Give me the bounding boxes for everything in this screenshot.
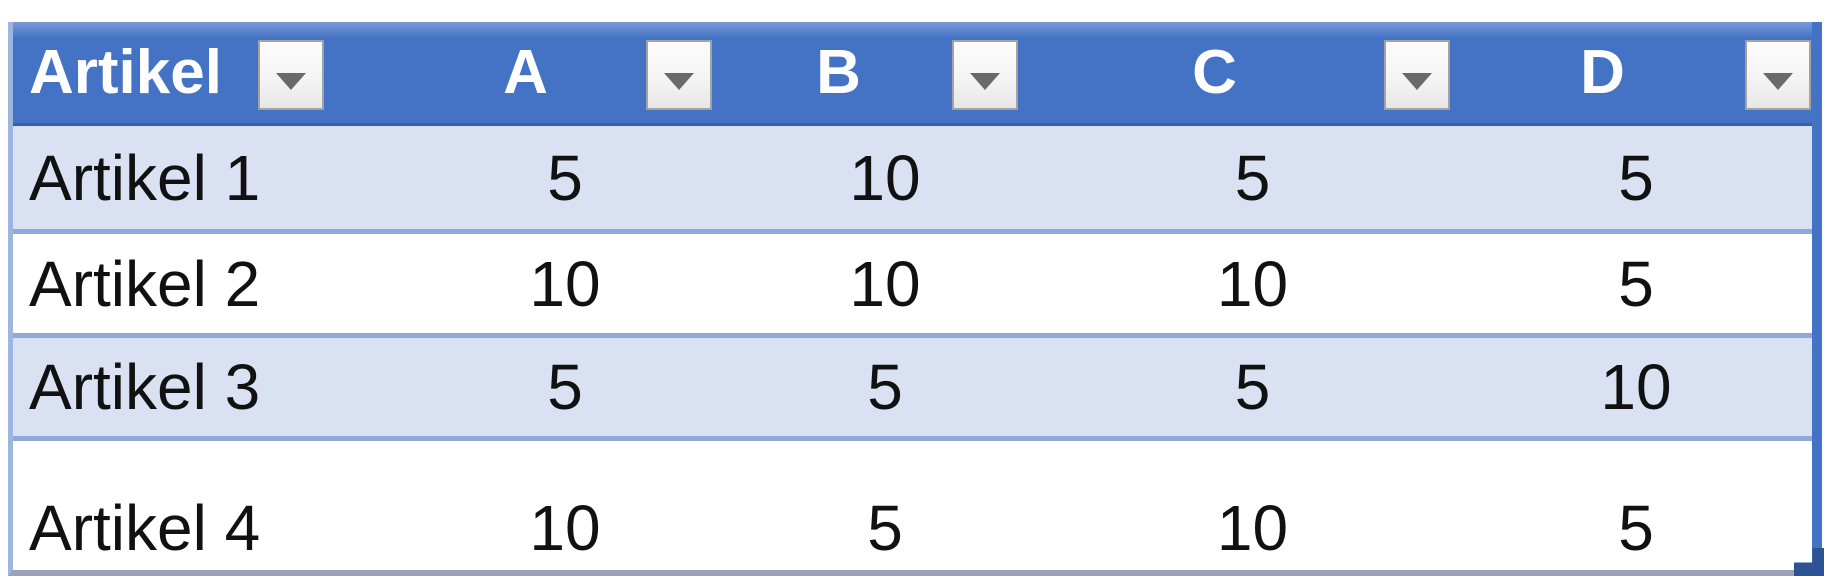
chevron-down-icon (664, 73, 694, 90)
table-cell-a[interactable]: 10 (529, 491, 601, 564)
table-cell-c[interactable]: 5 (1234, 141, 1271, 214)
table-cell-b[interactable]: 5 (867, 351, 903, 423)
chevron-down-icon (275, 73, 306, 90)
table-row: Artikel 2 10 10 10 5 (13, 229, 1812, 333)
filter-dropdown-button-b[interactable] (952, 39, 1018, 110)
table-cell-d[interactable]: 5 (1618, 141, 1654, 214)
table-row: Artikel 3 5 5 5 10 (13, 333, 1812, 436)
filter-dropdown-button-a[interactable] (646, 39, 712, 110)
column-header-label: D (1580, 38, 1625, 107)
filter-dropdown-button-c[interactable] (1384, 39, 1450, 110)
column-header-label: C (1192, 38, 1237, 107)
table-row: Artikel 4 10 5 10 5 (13, 436, 1812, 570)
table-cell-c[interactable]: 10 (1216, 491, 1289, 564)
table-cell-artikel[interactable]: Artikel 2 (29, 247, 261, 320)
table-cell-d[interactable]: 10 (1600, 351, 1672, 423)
column-header-c[interactable]: C (1045, 22, 1460, 123)
column-header-artikel[interactable]: Artikel (13, 22, 405, 123)
table-cell-artikel[interactable]: Artikel 4 (29, 491, 261, 564)
column-header-label: A (503, 38, 548, 107)
table-row: Artikel 1 5 10 5 5 (13, 126, 1812, 229)
column-header-label: B (816, 38, 861, 107)
excel-table: Artikel A B C (8, 22, 1822, 576)
table-cell-c[interactable]: 10 (1216, 247, 1289, 320)
table-cell-d[interactable]: 5 (1618, 247, 1654, 320)
chevron-down-icon (1763, 73, 1793, 90)
table-cell-c[interactable]: 5 (1234, 351, 1271, 423)
table-cell-b[interactable]: 10 (849, 247, 921, 320)
table-cell-artikel[interactable]: Artikel 1 (29, 141, 261, 214)
filter-dropdown-button-artikel[interactable] (257, 39, 324, 110)
column-header-d[interactable]: D (1460, 22, 1812, 123)
table-cell-a[interactable]: 5 (547, 141, 583, 214)
table-cell-b[interactable]: 10 (849, 141, 921, 214)
table-cell-a[interactable]: 10 (529, 247, 601, 320)
table-cell-d[interactable]: 5 (1618, 491, 1654, 564)
table-cell-artikel[interactable]: Artikel 3 (29, 351, 261, 423)
chevron-down-icon (970, 73, 1000, 90)
column-header-a[interactable]: A (405, 22, 725, 123)
column-header-b[interactable]: B (725, 22, 1045, 123)
chevron-down-icon (1402, 73, 1432, 90)
table-header-row: Artikel A B C (13, 22, 1812, 126)
filter-dropdown-button-d[interactable] (1745, 39, 1811, 110)
table-cell-a[interactable]: 5 (547, 351, 583, 423)
column-header-label: Artikel (29, 38, 222, 107)
table-cell-b[interactable]: 5 (867, 491, 903, 564)
